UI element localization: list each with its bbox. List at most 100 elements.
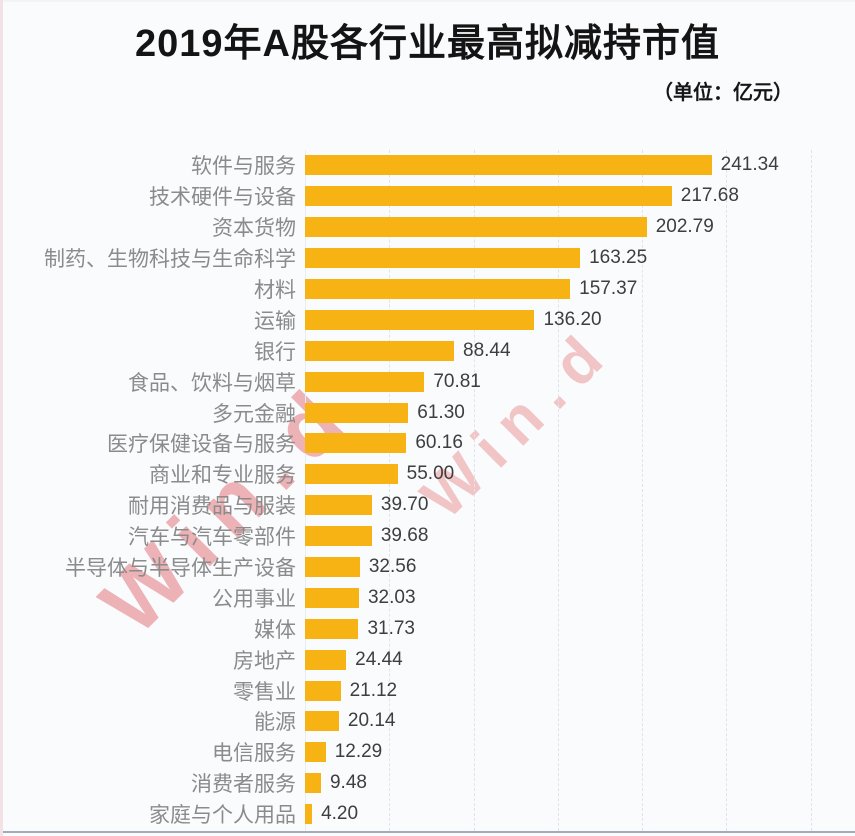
category-label: 食品、饮料与烟草: [128, 371, 296, 395]
category-label: 消费者服务: [191, 773, 296, 797]
bar-row: 食品、饮料与烟草 70.81: [0, 366, 855, 397]
bar-row: 半导体与半导体生产设备 32.56: [0, 552, 855, 583]
gridline-200: [642, 150, 643, 831]
bar-row: 媒体 31.73: [0, 613, 855, 644]
gridline-250: [726, 150, 728, 831]
value-label: 21.12: [349, 679, 398, 701]
gridline-150: [557, 150, 559, 831]
bar-row: 资本货物 202.79: [0, 212, 855, 243]
bar: [305, 804, 313, 825]
category-label: 能源: [254, 711, 296, 735]
category-label: 房地产: [233, 649, 296, 673]
value-label: 39.70: [380, 494, 429, 516]
bar-row: 汽车与汽车零部件 39.68: [0, 521, 855, 552]
bar-row: 软件与服务 241.34: [0, 150, 855, 181]
bar-row: 多元金融 61.30: [0, 397, 855, 428]
bar: [305, 464, 398, 485]
bar: [305, 433, 407, 454]
bar-rows: 软件与服务 241.34 技术硬件与设备 217.68 资本货物 202.79 …: [0, 150, 855, 831]
gridline-100: [473, 150, 475, 831]
bar-row: 商业和专业服务 55.00: [0, 459, 855, 490]
bar-row: 零售业 21.12: [0, 675, 855, 706]
chart-title: 2019年A股各行业最高拟减持市值: [135, 23, 720, 65]
category-label: 半导体与半导体生产设备: [65, 557, 296, 581]
category-label: 零售业: [233, 680, 296, 704]
gridline-300: [810, 150, 812, 831]
bar-row: 电信服务 12.29: [0, 737, 855, 768]
unit-label: （单位：亿元）: [653, 82, 793, 104]
bar-row: 技术硬件与设备 217.68: [0, 181, 855, 212]
category-label: 资本货物: [212, 217, 296, 241]
bar: [305, 371, 425, 392]
bar: [305, 155, 712, 176]
bar-row: 运输 136.20: [0, 304, 855, 335]
bar-row: 医疗保健设备与服务 60.16: [0, 428, 855, 459]
bar-row: 家庭与个人用品 4.20: [0, 799, 855, 830]
zero-gridline: [305, 150, 306, 831]
bar: [305, 649, 347, 670]
value-label: 4.20: [321, 803, 359, 825]
bar: [305, 186, 672, 207]
bar: [305, 402, 409, 423]
category-label: 软件与服务: [191, 155, 296, 179]
bar-row: 耐用消费品与服装 39.70: [0, 490, 855, 521]
value-label: 31.73: [367, 617, 415, 639]
bar: [305, 340, 455, 361]
x-axis-line: [0, 831, 855, 833]
value-label: 202.79: [655, 216, 714, 238]
category-label: 运输: [254, 309, 296, 333]
value-label: 39.68: [380, 525, 429, 547]
bar-row: 银行 88.44: [0, 335, 855, 366]
value-label: 157.37: [579, 278, 638, 299]
category-label: 医疗保健设备与服务: [107, 433, 296, 457]
value-label: 88.44: [463, 339, 511, 361]
value-label: 136.20: [543, 308, 602, 330]
bar: [305, 587, 359, 608]
category-label: 媒体: [254, 618, 296, 642]
bar-row: 房地产 24.44: [0, 644, 855, 675]
bar: [305, 680, 341, 701]
value-label: 241.34: [720, 154, 779, 176]
value-label: 9.48: [329, 772, 367, 794]
gridlines: [0, 150, 855, 831]
bar: [305, 248, 581, 269]
top-edge-strip: [0, 0, 855, 2]
bar: [305, 773, 321, 794]
bar-row: 消费者服务 9.48: [0, 768, 855, 799]
value-label: 32.56: [368, 556, 417, 578]
category-label: 公用事业: [212, 587, 296, 611]
category-label: 制药、生物科技与生命科学: [44, 248, 296, 272]
bar: [305, 742, 326, 763]
value-label: 24.44: [355, 648, 403, 670]
gridline-50: [389, 150, 391, 831]
category-label: 家庭与个人用品: [149, 804, 296, 828]
plot-area: 软件与服务 241.34 技术硬件与设备 217.68 资本货物 202.79 …: [0, 150, 855, 831]
bar-row: 能源 20.14: [0, 706, 855, 737]
left-edge-strip: [0, 0, 3, 836]
category-label: 银行: [254, 340, 296, 364]
value-label: 12.29: [334, 741, 383, 763]
bar: [305, 711, 339, 732]
category-label: 商业和专业服务: [149, 464, 296, 488]
category-label: 电信服务: [212, 742, 296, 766]
category-label: 技术硬件与设备: [149, 186, 296, 210]
value-label: 217.68: [680, 185, 739, 207]
bar: [305, 526, 372, 547]
category-label: 材料: [254, 279, 296, 302]
value-label: 20.14: [347, 710, 396, 732]
value-label: 70.81: [433, 370, 481, 392]
bar: [305, 309, 535, 330]
bar-row: 公用事业 32.03: [0, 582, 855, 613]
category-label: 汽车与汽车零部件: [128, 526, 296, 550]
bar: [305, 279, 571, 299]
category-label: 多元金融: [212, 402, 296, 426]
value-label: 61.30: [417, 401, 465, 423]
bar-row: 材料 157.37: [0, 274, 855, 305]
value-label: 32.03: [367, 586, 416, 608]
bar-row: 制药、生物科技与生命科学 163.25: [0, 243, 855, 274]
value-label: 55.00: [406, 463, 455, 485]
bar: [305, 557, 360, 578]
bar: [305, 495, 372, 516]
value-label: 163.25: [589, 247, 648, 269]
